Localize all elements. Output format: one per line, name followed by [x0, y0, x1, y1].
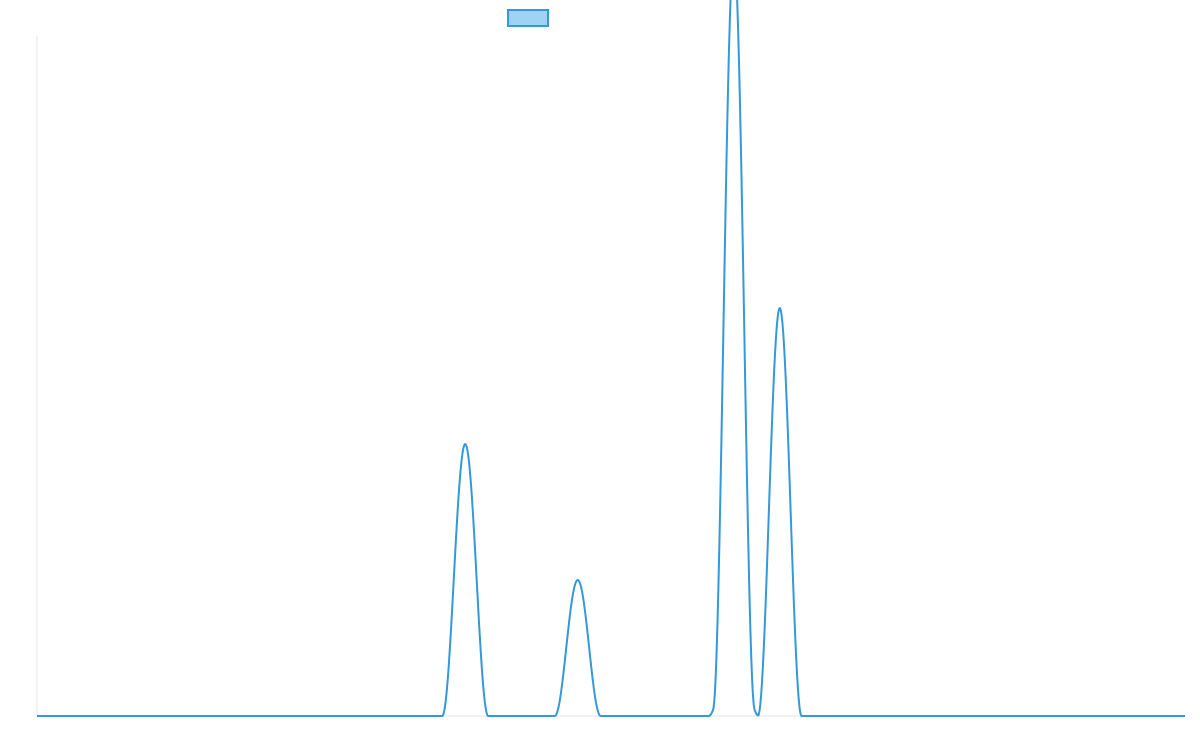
- axes: [36, 36, 1185, 717]
- series-line: [36, 0, 1186, 717]
- legend: [507, 9, 549, 27]
- legend-swatch: [507, 9, 549, 27]
- plot-area: [36, 0, 1186, 717]
